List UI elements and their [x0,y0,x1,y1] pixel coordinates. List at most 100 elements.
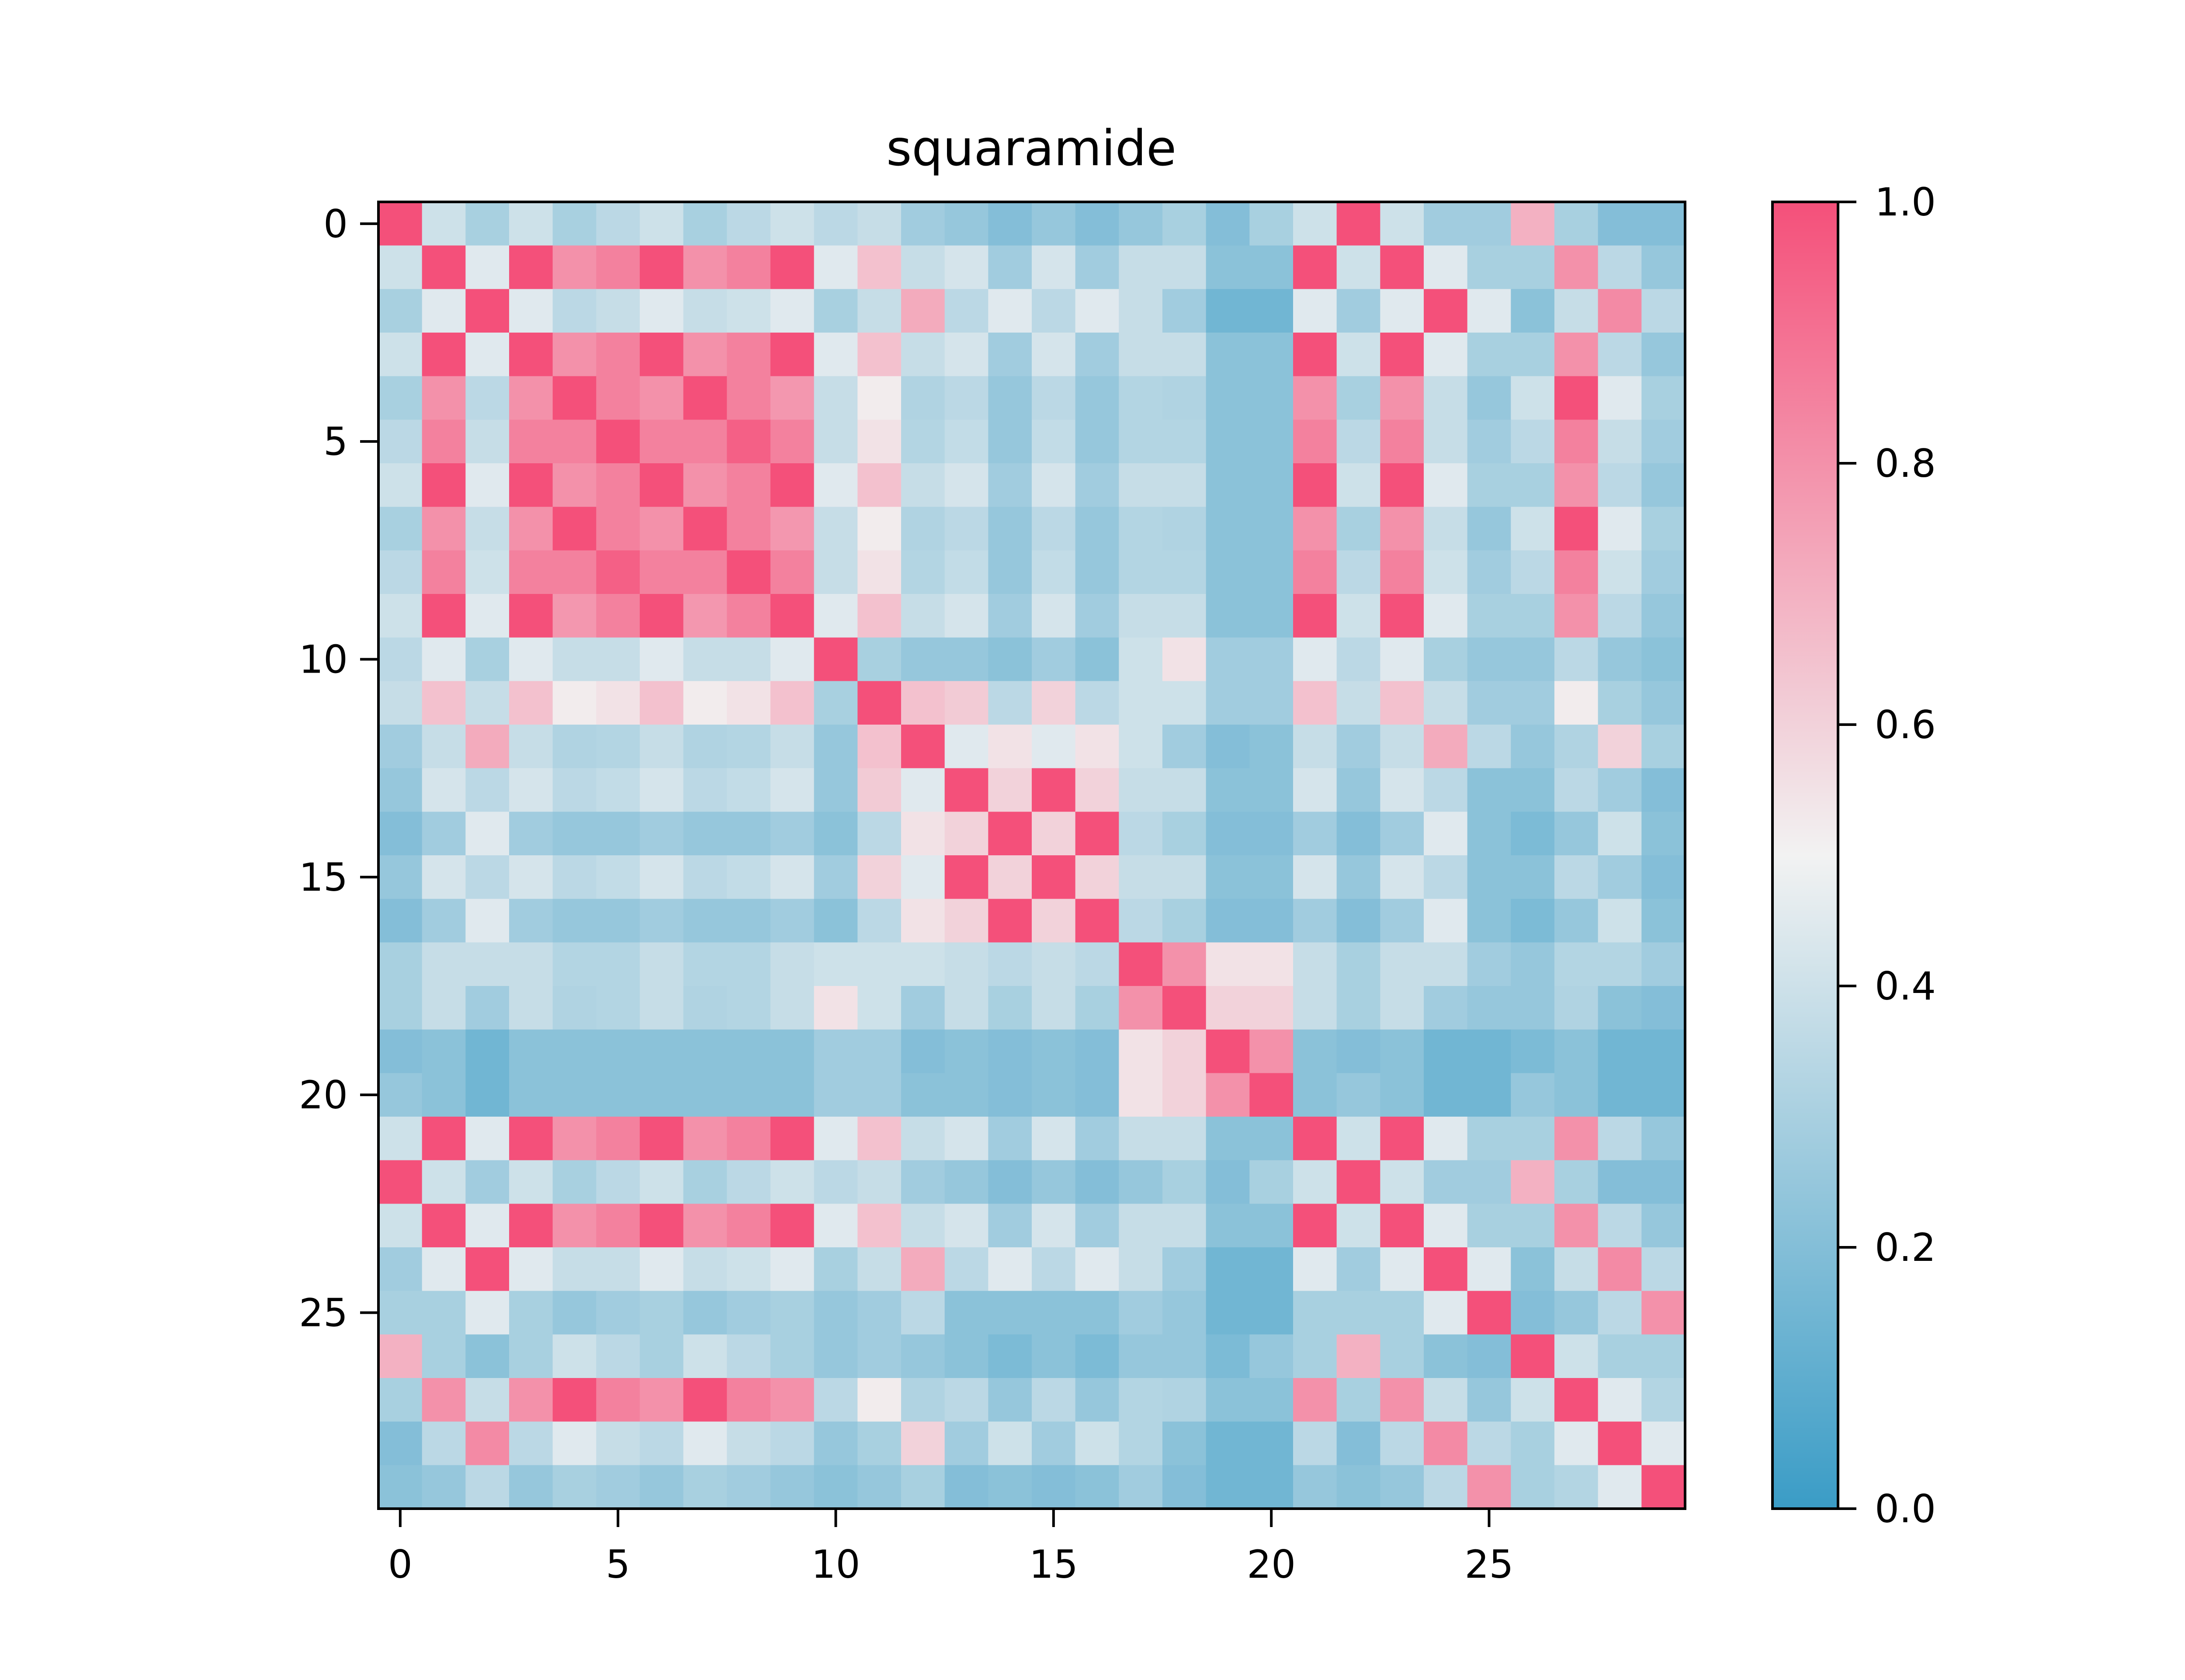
heatmap-cell [509,463,553,507]
heatmap-cell [1336,594,1380,638]
y-tick-label: 0 [323,201,348,246]
heatmap-cell [901,245,945,289]
y-tick-label: 25 [299,1291,348,1336]
heatmap-cell [857,550,902,594]
heatmap-cell [422,463,466,507]
heatmap-cell [1511,637,1555,681]
heatmap-cell [1162,1465,1207,1509]
heatmap-cell [596,1334,640,1378]
heatmap-cell [596,550,640,594]
heatmap-cell [727,1029,771,1073]
heatmap-cell [378,1421,423,1465]
heatmap-cell [1249,333,1294,377]
heatmap-cell [1162,855,1207,899]
heatmap-cell [378,1378,423,1422]
heatmap-cell [1598,1073,1642,1117]
heatmap-cell [944,637,988,681]
heatmap-cell [770,1334,815,1378]
heatmap-cell [901,463,945,507]
heatmap-cell [988,1334,1032,1378]
heatmap-cell [1032,1334,1076,1378]
heatmap-cell [1511,1465,1555,1509]
heatmap-cell [1467,1117,1511,1161]
heatmap-cell [1075,289,1119,333]
heatmap-cell [1641,550,1686,594]
heatmap-cell [1119,899,1163,943]
heatmap-cell [1467,1465,1511,1509]
heatmap-cell [1511,725,1555,769]
heatmap-cell [857,637,902,681]
heatmap-cell [509,1073,553,1117]
heatmap-cell [1598,1291,1642,1335]
heatmap-cell [901,1247,945,1291]
heatmap-cell [422,1117,466,1161]
heatmap-cell [1424,1117,1468,1161]
heatmap-cell [1119,1029,1163,1073]
heatmap-cell [1336,1029,1380,1073]
x-tick-label: 5 [606,1542,630,1587]
heatmap-cell [552,1247,597,1291]
heatmap-cell [1598,463,1642,507]
heatmap-cell [988,899,1032,943]
heatmap-cell [988,1204,1032,1248]
heatmap-cell [1467,637,1511,681]
heatmap-cell [1380,507,1424,551]
heatmap-cell [509,855,553,899]
heatmap-cell [1119,637,1163,681]
heatmap-cell [901,420,945,464]
heatmap-cell [1162,768,1207,812]
heatmap-cell [378,899,423,943]
heatmap-cell [1511,899,1555,943]
heatmap-cell [1336,550,1380,594]
heatmap-cell [1119,245,1163,289]
heatmap-cell [1119,855,1163,899]
heatmap-cell [1119,289,1163,333]
heatmap-cell [944,245,988,289]
plot-frame [377,201,1686,1510]
heatmap-cell [683,986,727,1030]
heatmap-cell [814,1204,858,1248]
heatmap-cell [683,812,727,856]
heatmap-cell [1032,1073,1076,1117]
heatmap-cell [944,681,988,725]
heatmap-cell [1554,463,1599,507]
heatmap-cell [465,1160,510,1204]
heatmap-cell [1293,507,1337,551]
heatmap-cell [465,637,510,681]
heatmap-cell [1467,1334,1511,1378]
heatmap-cell [770,637,815,681]
heatmap-cell [1424,1247,1468,1291]
heatmap-cell [1075,986,1119,1030]
heatmap-cell [683,637,727,681]
heatmap-cell [422,725,466,769]
heatmap-cell [422,594,466,638]
heatmap-cell [683,725,727,769]
heatmap-cell [509,1204,553,1248]
heatmap-cell [640,1160,684,1204]
heatmap-cell [683,1421,727,1465]
heatmap-cell [552,1378,597,1422]
heatmap-cell [1206,594,1250,638]
heatmap-cell [1511,420,1555,464]
heatmap-cell [1511,681,1555,725]
heatmap-cell [552,681,597,725]
heatmap-cell [683,768,727,812]
heatmap-cell [1162,1291,1207,1335]
heatmap-cell [1293,725,1337,769]
heatmap-cell [1380,1334,1424,1378]
heatmap-cell [378,289,423,333]
y-tick-label: 20 [299,1073,348,1118]
heatmap-cell [422,637,466,681]
heatmap-cell [1511,855,1555,899]
heatmap-cell [596,289,640,333]
heatmap-cell [727,812,771,856]
heatmap-cell [1598,725,1642,769]
heatmap-cell [1206,1378,1250,1422]
heatmap-cell [901,1421,945,1465]
heatmap-cell [1380,376,1424,420]
heatmap-cell [814,420,858,464]
heatmap-cell [1336,1204,1380,1248]
heatmap-cell [1554,812,1599,856]
heatmap-cell [770,1160,815,1204]
heatmap-cell [727,768,771,812]
